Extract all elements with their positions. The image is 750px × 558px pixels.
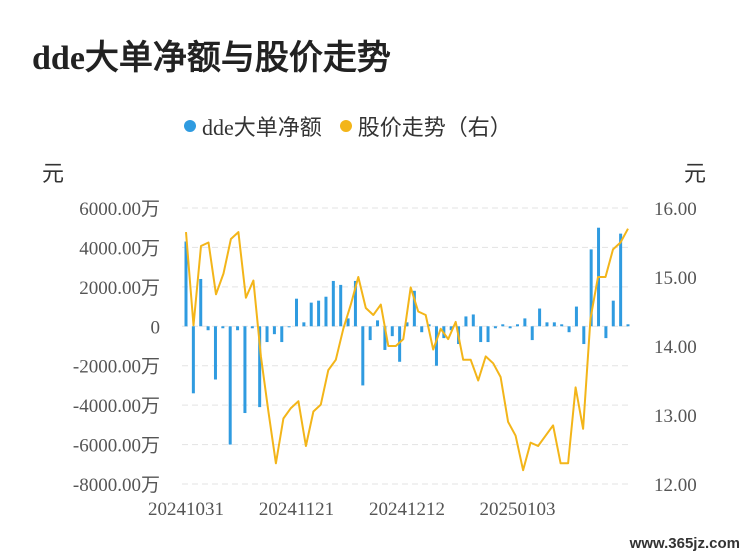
dde-bar	[376, 320, 380, 327]
y-right-tick-label: 14.00	[654, 337, 697, 358]
dde-bar	[191, 326, 195, 394]
dde-bar	[383, 326, 387, 350]
dde-bar	[493, 326, 497, 329]
dde-bar	[420, 326, 424, 333]
dde-bar	[184, 241, 188, 327]
dde-bar	[339, 284, 343, 327]
dde-bar	[508, 326, 512, 329]
y-right-tick-label: 12.00	[654, 475, 697, 496]
legend-item-price[interactable]: 股价走势（右）	[339, 110, 512, 142]
dde-bar	[206, 326, 210, 331]
x-tick-label: 20241121	[259, 499, 334, 520]
dde-bar	[368, 326, 372, 341]
dde-bar	[309, 302, 313, 327]
dde-bar	[412, 290, 416, 327]
dde-bar	[530, 326, 534, 341]
dde-bar	[243, 326, 247, 414]
site-watermark: www.365jz.com	[629, 535, 740, 552]
dde-bar	[486, 326, 490, 343]
dde-bar	[567, 326, 571, 333]
y-right-tick-label: 15.00	[654, 268, 697, 289]
dde-bar	[619, 233, 623, 327]
right-axis-unit: 元	[684, 161, 707, 186]
dde-bar	[552, 322, 556, 327]
dde-bar	[353, 280, 357, 327]
dde-bar	[582, 326, 586, 345]
left-axis-unit: 元	[42, 161, 65, 186]
dde-bar	[434, 326, 438, 366]
dde-bar	[258, 326, 262, 408]
dde-bar	[545, 322, 549, 327]
y-left-tick-label: -2000.00万	[73, 357, 160, 378]
dde-bar	[346, 318, 350, 327]
dde-bar	[449, 326, 453, 331]
y-right-tick-label: 13.00	[654, 406, 697, 427]
legend-item-dde[interactable]: dde大单净额	[184, 110, 322, 142]
dde-bar	[265, 326, 269, 343]
y-right-tick-label: 16.00	[654, 199, 697, 220]
x-tick-label: 20241212	[369, 499, 445, 520]
dde-bar	[479, 326, 483, 343]
dde-bar	[538, 308, 542, 327]
y-left-tick-label: 6000.00万	[79, 199, 160, 220]
dde-bar	[302, 322, 306, 327]
chart-legend: dde大单净额 股价走势（右）	[184, 110, 530, 142]
dde-bar	[427, 324, 431, 327]
chart-title: dde大单净额与股价走势	[32, 40, 391, 77]
dde-bar	[604, 326, 608, 339]
dde-bar	[228, 326, 232, 445]
legend-label-dde: dde大单净额	[202, 115, 322, 140]
dde-bar	[390, 326, 394, 337]
dde-bar	[523, 318, 527, 327]
x-tick-label: 20250103	[480, 499, 556, 520]
dde-bar	[213, 326, 217, 380]
dde-bar	[361, 326, 365, 386]
dde-bar	[574, 306, 578, 327]
dde-bar	[331, 280, 335, 327]
legend-label-price: 股价走势（右）	[357, 115, 512, 140]
y-left-tick-label: 4000.00万	[79, 238, 160, 259]
dde-bar	[589, 249, 593, 327]
dde-bar	[471, 314, 475, 327]
dde-bar	[295, 298, 298, 327]
dde-bar	[611, 300, 615, 327]
dde-bar	[560, 324, 564, 327]
dde-bar	[501, 324, 505, 327]
y-left-tick-label: -4000.00万	[73, 396, 160, 417]
y-left-tick-label: 2000.00万	[79, 278, 160, 299]
dde-bar	[464, 316, 468, 327]
price-line	[185, 228, 629, 472]
dde-bar	[250, 326, 254, 329]
dde-bar	[199, 278, 203, 327]
dde-bar	[272, 326, 276, 335]
dde-bar	[405, 322, 409, 327]
dde-bar	[626, 324, 630, 327]
y-left-tick-label: -8000.00万	[73, 475, 160, 496]
y-left-tick-label: -6000.00万	[73, 436, 160, 457]
y-left-tick-label: 0	[151, 317, 161, 338]
dde-bar	[221, 326, 225, 329]
legend-marker-dde	[184, 120, 196, 132]
dde-bar	[287, 326, 291, 328]
dde-bar	[317, 300, 321, 327]
dde-bar	[236, 326, 240, 331]
dde-bar	[280, 326, 284, 343]
dde-bar	[398, 326, 402, 362]
dde-bar	[516, 324, 519, 327]
dde-bar	[324, 296, 328, 327]
x-tick-label: 20241031	[148, 499, 224, 520]
legend-marker-price	[339, 120, 352, 132]
